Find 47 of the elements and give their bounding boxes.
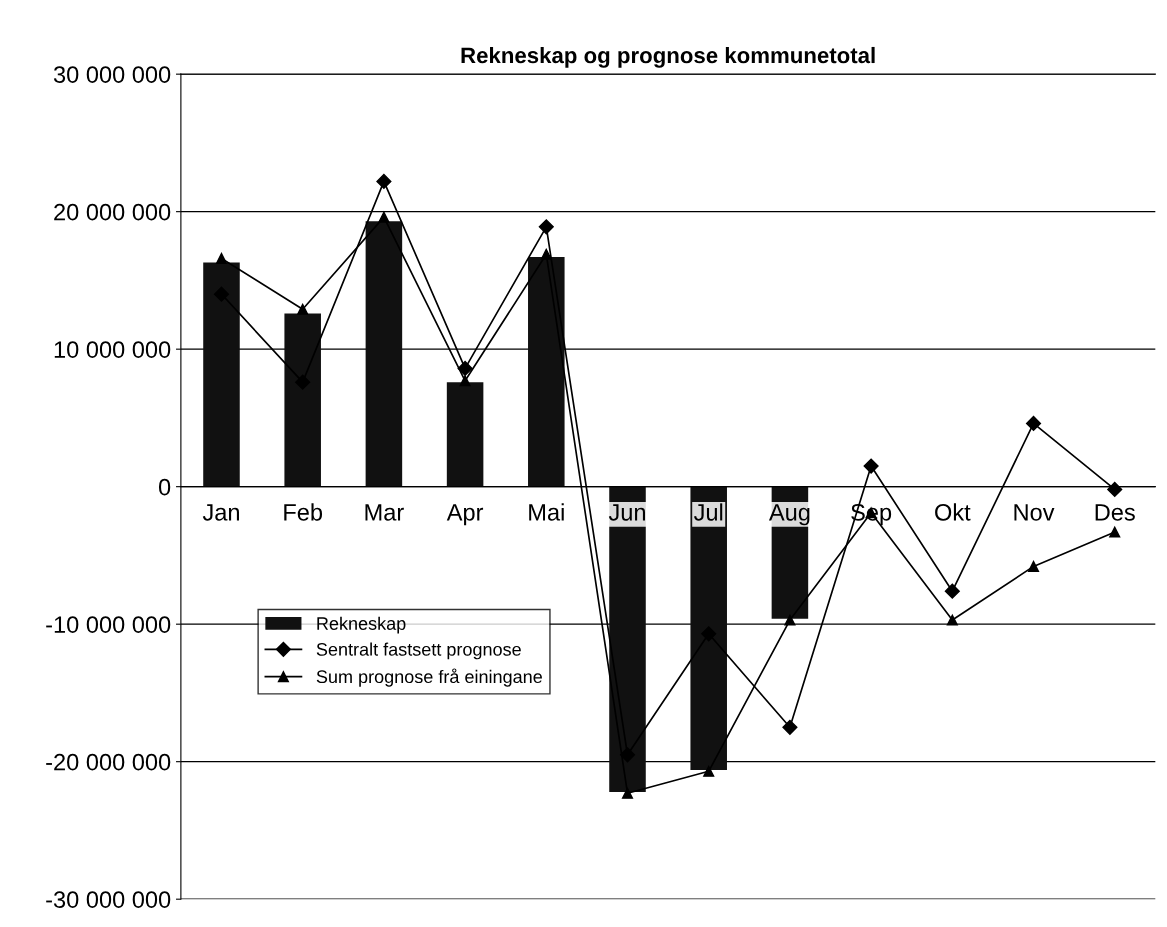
point bbox=[376, 173, 392, 189]
point bbox=[297, 303, 309, 315]
y-tick-label: -20 000 000 bbox=[46, 753, 171, 771]
y-tick-label: 30 000 000 bbox=[53, 66, 171, 83]
x-tick-label: Feb bbox=[284, 503, 323, 521]
x-tick-label: Jun bbox=[608, 504, 646, 521]
y-tick-label: -10 000 000 bbox=[46, 616, 171, 633]
point bbox=[215, 252, 228, 264]
bar bbox=[446, 382, 484, 487]
point bbox=[946, 614, 958, 626]
point bbox=[540, 248, 552, 260]
x-tick-label: Nov bbox=[1014, 504, 1055, 521]
point bbox=[1107, 481, 1123, 497]
point bbox=[457, 360, 473, 376]
point bbox=[1025, 415, 1042, 431]
y-tick-label: 10 000 000 bbox=[54, 341, 171, 358]
legend-label: Rekneskap bbox=[317, 616, 406, 634]
bar bbox=[203, 262, 240, 487]
x-tick-label: Aug bbox=[768, 504, 810, 526]
x-tick-label: Jul bbox=[693, 503, 723, 521]
point bbox=[944, 583, 960, 599]
point bbox=[459, 375, 471, 387]
bar bbox=[365, 221, 403, 487]
bar bbox=[284, 313, 321, 487]
x-tick-label: Mar bbox=[365, 504, 404, 521]
x-tick-label: Jan bbox=[202, 504, 239, 521]
legend-label: Sentralt fastsett prognose bbox=[316, 642, 521, 660]
legend-label: Sum prognose frå einingane bbox=[316, 668, 542, 687]
point bbox=[1109, 526, 1121, 538]
bar bbox=[528, 257, 565, 487]
bar bbox=[690, 486, 727, 770]
point bbox=[863, 458, 879, 474]
point bbox=[1027, 560, 1040, 572]
point bbox=[538, 219, 554, 235]
x-tick-label: Des bbox=[1095, 504, 1135, 521]
point bbox=[782, 719, 798, 735]
x-tick-label: Okt bbox=[935, 503, 971, 521]
x-tick-label: Apr bbox=[446, 504, 484, 526]
y-tick-label: -30 000 000 bbox=[46, 891, 171, 908]
point bbox=[378, 211, 390, 223]
x-tick-label: Mai bbox=[529, 503, 564, 521]
point bbox=[621, 787, 634, 799]
point bbox=[703, 765, 715, 777]
point bbox=[784, 614, 796, 626]
y-tick-label: 0 bbox=[158, 478, 171, 496]
chart-title: Rekneskap og prognose kommunetotal bbox=[461, 46, 875, 68]
y-tick-label: 20 000 000 bbox=[54, 203, 171, 221]
